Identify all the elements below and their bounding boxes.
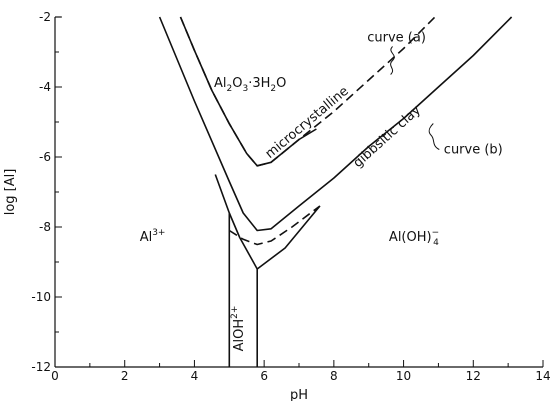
series-line-4 [228, 205, 321, 246]
annotation-microcrystalline: microcrystalline [263, 84, 352, 162]
axes [54, 16, 543, 368]
y-tick-label: -12 [31, 360, 51, 374]
annotation-curve-b: curve (b) [444, 143, 503, 158]
y-tick-label: -4 [39, 80, 51, 94]
series [158, 16, 513, 367]
annotation-curve-a: curve (a) [367, 31, 426, 46]
annotation-aloh4-minus: Al(OH)− 4 [389, 228, 439, 248]
leader-curve-b [428, 123, 440, 150]
series-line-3 [158, 16, 513, 232]
y-tick-label: -2 [39, 10, 51, 24]
annotation-al3plus: Al3+ [140, 228, 166, 245]
x-tick-label: 6 [260, 369, 268, 383]
x-tick-label: 0 [51, 369, 59, 383]
x-tick-label: 8 [330, 369, 338, 383]
x-tick-label: 2 [121, 369, 129, 383]
y-axis-label: log [Al] [3, 169, 18, 216]
y-tick-label: -10 [31, 290, 51, 304]
x-tick-label: 10 [396, 369, 411, 383]
x-axis-label: pH [290, 388, 308, 401]
series-line-5 [214, 174, 321, 270]
series-line-2 [179, 16, 317, 167]
annotation-aloh2plus: AlOH2+ [230, 306, 247, 352]
ticks: 0 2 4 6 8 10 12 14 -2 -4 -6 -8 -10 -12 [31, 10, 550, 383]
axis-titles: pH log [Al] [3, 169, 308, 401]
x-tick-label: 14 [535, 369, 550, 383]
annotation-al2o3-3h2o: Al2O3·3H2O [214, 76, 286, 94]
leader-curve-a [390, 46, 395, 75]
y-tick-label: -8 [39, 220, 51, 234]
y-tick-label: -6 [39, 150, 51, 164]
x-tick-label: 12 [466, 369, 481, 383]
x-tick-label: 4 [191, 369, 199, 383]
annotation-gibbsitic-clay: gibbsitic clay [351, 103, 425, 171]
